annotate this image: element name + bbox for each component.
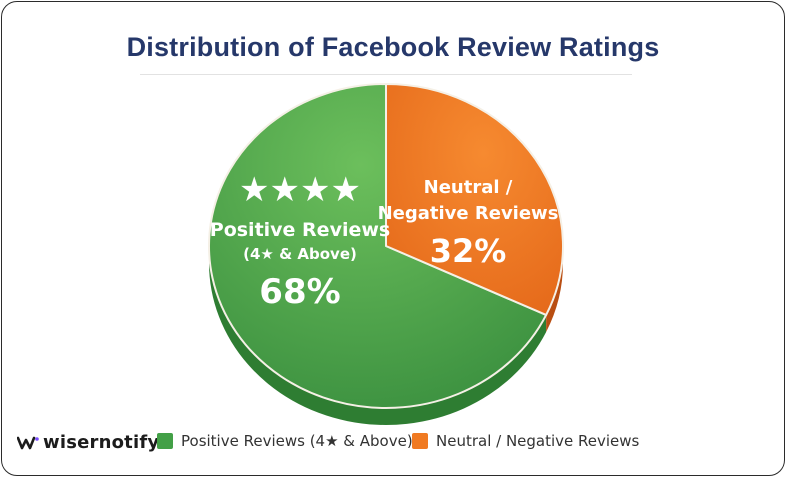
brand-name: wisernotify xyxy=(43,432,160,453)
pie-label-layer: ★★★★ Positive Reviews (4★ & Above) 68% Neutr… xyxy=(210,170,559,312)
pie-slice-0 xyxy=(208,83,548,409)
slice-label-positive-line2: (4★ & Above) xyxy=(243,245,357,263)
slice-label-neutral-line2: Negative Reviews xyxy=(378,203,559,224)
legend-label-positive: Positive Reviews (4★ & Above) xyxy=(181,432,413,450)
chart-title: Distribution of Facebook Review Ratings xyxy=(126,32,660,62)
slice-label-positive-line1: Positive Reviews xyxy=(210,219,390,241)
pie-top-layer xyxy=(208,83,564,409)
legend-item-positive: Positive Reviews (4★ & Above) xyxy=(157,432,413,450)
title-divider xyxy=(140,74,632,75)
slice-label-neutral-line1: Neutral / xyxy=(424,177,513,198)
brand-logo: wisernotify xyxy=(17,432,159,453)
slice-value-neutral: 32% xyxy=(430,232,507,270)
pie-side-1 xyxy=(546,246,563,332)
legend-label-neutral: Neutral / Negative Reviews xyxy=(436,432,640,450)
pie-slice-1 xyxy=(385,83,564,316)
legend-item-neutral: Neutral / Negative Reviews xyxy=(412,432,639,450)
slice-value-positive: 68% xyxy=(259,272,340,312)
wave-icon xyxy=(17,436,39,449)
rating-stars: ★★★★ xyxy=(239,170,361,210)
legend-swatch-positive xyxy=(157,433,173,449)
pie-depth-layer xyxy=(209,246,563,425)
legend-swatch-neutral xyxy=(412,433,428,449)
